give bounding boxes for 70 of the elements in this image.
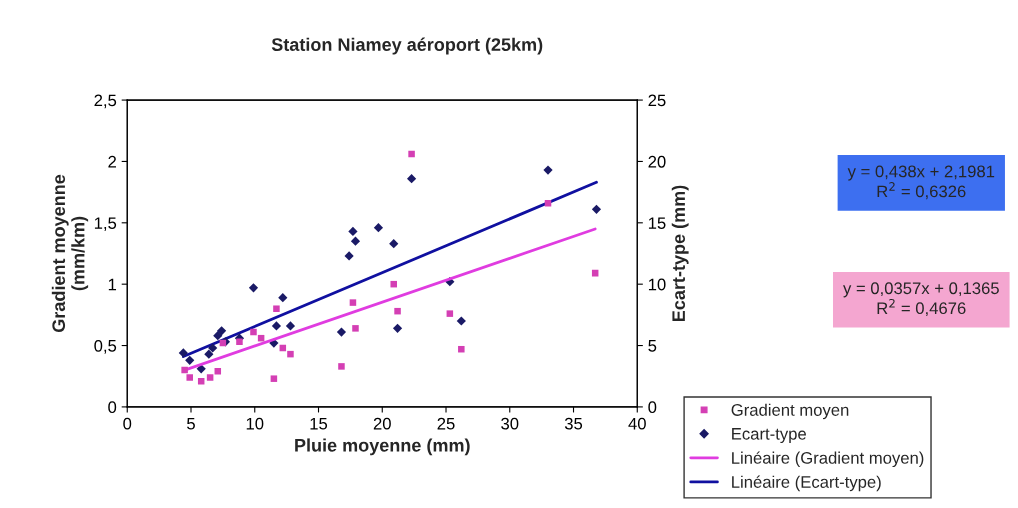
- point: [217, 326, 227, 336]
- point: [338, 363, 345, 370]
- point: [214, 368, 222, 375]
- x-tick-label: 20: [373, 417, 391, 430]
- y-axis-title: Gradient moyenne (mm/km): [51, 174, 89, 333]
- y2-tick-label: 15: [648, 217, 666, 230]
- legend-label: Gradient moyen: [731, 403, 849, 420]
- point: [456, 316, 466, 326]
- y-tick-label: 1,5: [94, 217, 117, 231]
- point: [408, 150, 415, 158]
- y2-tick-label: 25: [648, 94, 666, 107]
- point: [458, 345, 465, 353]
- y2-tick-label: 20: [648, 155, 666, 168]
- y-tick-label: 2: [108, 155, 116, 168]
- y-tick-label: 0: [108, 401, 117, 414]
- point: [196, 364, 206, 374]
- point: [213, 331, 223, 341]
- x-tick-label: 40: [628, 417, 646, 430]
- point: [285, 321, 296, 331]
- point: [270, 375, 278, 382]
- y2-tick-label: 0: [648, 401, 657, 414]
- x-tick-label: 0: [123, 417, 132, 430]
- text: y = 0,0357x + 0,1365 R$^{2}$ = 0,4676: [843, 282, 999, 317]
- point: [373, 223, 384, 233]
- y2-axis-title: Ecart-type (mm): [671, 185, 689, 322]
- point: [348, 226, 358, 237]
- point: [446, 310, 454, 317]
- point: [250, 328, 257, 336]
- point: [392, 323, 403, 333]
- point: [178, 348, 188, 358]
- x-tick-label: 25: [437, 417, 455, 430]
- point: [236, 338, 243, 346]
- point: [181, 366, 188, 374]
- legend-label: Linéaire (Ecart-type): [732, 475, 881, 492]
- legend-label: Ecart-type: [732, 428, 806, 444]
- point: [352, 325, 359, 332]
- point: [349, 299, 357, 306]
- point: [591, 204, 602, 214]
- point: [344, 251, 354, 261]
- x-axis-title: Pluie moyenne (mm): [295, 438, 470, 456]
- point: [271, 321, 282, 331]
- x-tick-label: 35: [564, 417, 583, 430]
- y-tick-label: 2,5: [94, 94, 117, 109]
- point: [287, 350, 294, 358]
- point: [273, 305, 280, 312]
- y-tick-label: 1: [108, 278, 117, 291]
- point: [543, 165, 553, 175]
- y2-tick-label: 10: [648, 278, 666, 291]
- point: [406, 174, 417, 184]
- point: [206, 374, 214, 381]
- text: y = 0,438x + 2,1981 R$^{2}$ = 0,6326: [847, 165, 995, 200]
- point: [208, 343, 218, 353]
- point: [185, 355, 195, 365]
- x-tick-label: 5: [187, 417, 195, 430]
- point: [394, 307, 401, 315]
- x-tick-label: 30: [501, 417, 519, 430]
- point: [389, 239, 399, 249]
- legend-label: Linéaire (Gradient moyen): [732, 451, 924, 468]
- x-tick-label: 15: [310, 417, 328, 430]
- point: [336, 327, 347, 337]
- y-tick-label: 0,5: [94, 339, 117, 354]
- chart-title: Station Niamey aéroport (25km): [271, 37, 543, 55]
- y2-tick-label: 5: [648, 340, 657, 352]
- point: [186, 374, 193, 381]
- point: [390, 280, 397, 288]
- x-tick-label: 10: [246, 417, 264, 430]
- point: [278, 293, 288, 303]
- point: [248, 283, 259, 293]
- point: [204, 349, 214, 359]
- point: [350, 236, 361, 246]
